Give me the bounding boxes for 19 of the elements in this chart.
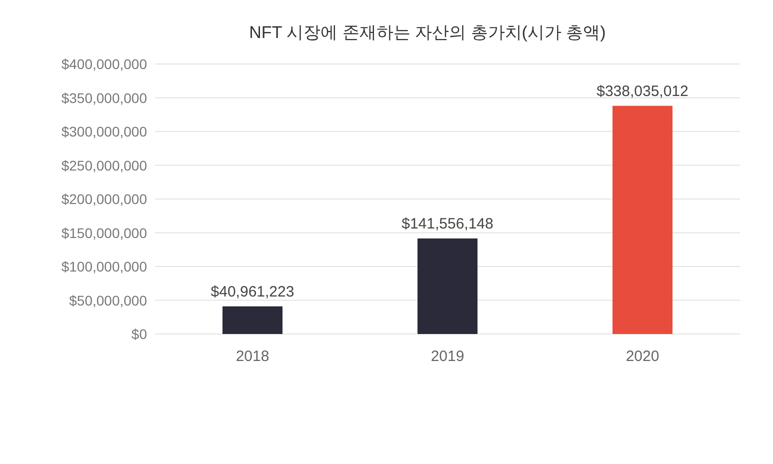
bar xyxy=(418,238,478,334)
data-label: $141,556,148 xyxy=(402,215,494,232)
x-tick-label: 2019 xyxy=(430,348,464,365)
y-tick-label: $400,000,000 xyxy=(61,56,148,72)
y-tick-label: $50,000,000 xyxy=(69,292,148,308)
bar xyxy=(222,306,282,334)
bar xyxy=(612,106,672,334)
chart-title: NFT 시장에 존재하는 자산의 총가치(시가 총액) xyxy=(249,23,606,42)
data-label: $338,035,012 xyxy=(596,82,688,100)
y-tick-label: $350,000,000 xyxy=(61,90,148,106)
y-tick-label: $0 xyxy=(131,326,148,342)
y-tick-label: $150,000,000 xyxy=(61,224,148,241)
y-tick-label: $300,000,000 xyxy=(61,124,148,140)
x-tick-label: 2018 xyxy=(236,348,270,365)
data-label: $40,961,223 xyxy=(210,283,294,300)
y-tick-label: $200,000,000 xyxy=(61,191,148,207)
x-tick-label: 2020 xyxy=(626,348,660,365)
y-tick-label: $250,000,000 xyxy=(61,157,148,174)
y-tick-label: $100,000,000 xyxy=(61,258,148,274)
